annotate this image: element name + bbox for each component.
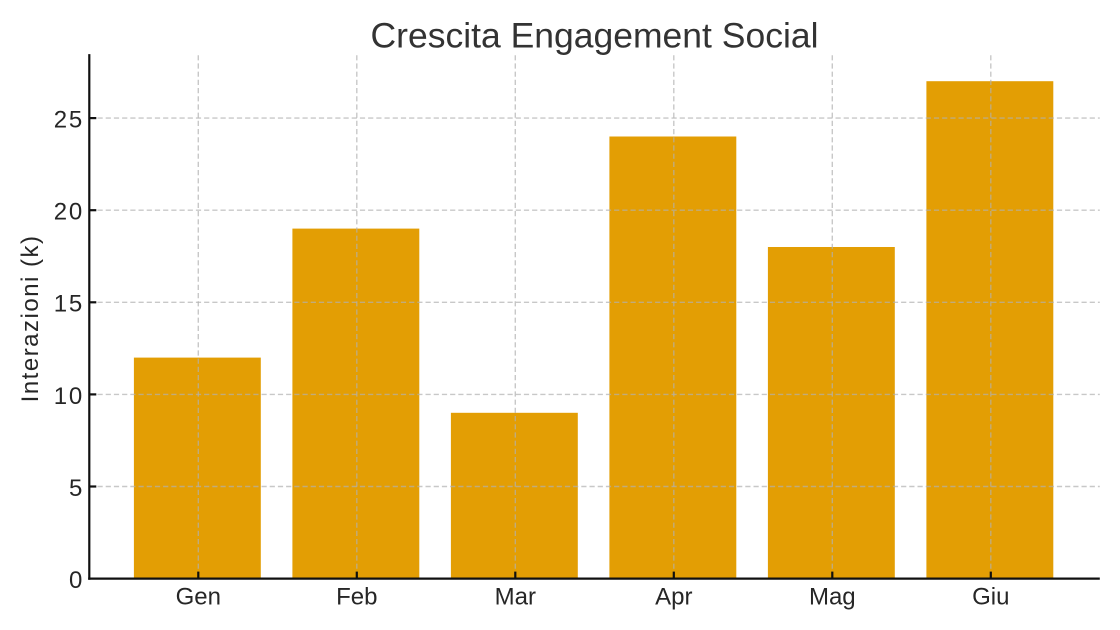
svg-text:Gen: Gen [176, 583, 221, 610]
svg-text:20: 20 [54, 199, 85, 226]
svg-text:5: 5 [69, 475, 84, 502]
svg-text:0: 0 [69, 567, 84, 594]
svg-text:15: 15 [54, 291, 85, 318]
svg-text:Interazioni (k): Interazioni (k) [17, 234, 44, 402]
svg-text:25: 25 [54, 107, 85, 134]
svg-text:Apr: Apr [655, 583, 692, 610]
svg-text:Mag: Mag [809, 583, 856, 610]
svg-text:Giu: Giu [972, 583, 1009, 610]
svg-text:Mar: Mar [495, 583, 536, 610]
svg-text:10: 10 [54, 383, 85, 410]
svg-text:Feb: Feb [336, 583, 377, 610]
svg-text:Crescita Engagement Social: Crescita Engagement Social [371, 16, 819, 56]
